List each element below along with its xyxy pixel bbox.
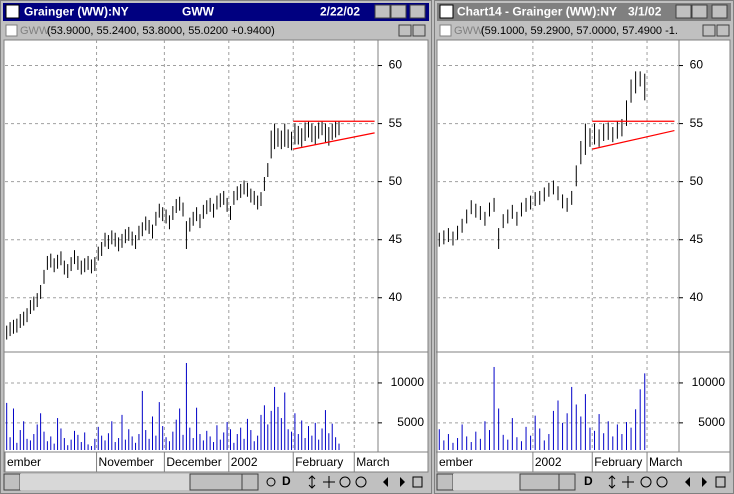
- window-icon[interactable]: [5, 4, 20, 19]
- scroll-left[interactable]: [436, 473, 454, 491]
- x-tick-label: March: [356, 455, 389, 469]
- maximize-button[interactable]: [390, 4, 407, 19]
- toolbar-icons: [266, 475, 423, 489]
- y-tick-label: 60: [389, 58, 403, 72]
- window-right: Chart14 - Grainger (WW):NY 3/1/02 GWW (5…: [434, 0, 734, 494]
- y-tick-label: 50: [690, 174, 704, 188]
- volume-tick-label: 10000: [391, 375, 425, 389]
- info-icon: [439, 24, 452, 37]
- chart-area: [3, 39, 429, 473]
- x-tick-label: 2002: [535, 455, 562, 469]
- y-tick-label: 55: [690, 116, 704, 130]
- x-tick-label: ember: [7, 455, 41, 469]
- window-date: 2/22/02: [320, 5, 360, 19]
- title-bar: [437, 3, 731, 21]
- x-tick-label: November: [99, 455, 154, 469]
- minimize-button[interactable]: [374, 4, 391, 19]
- prev-icon[interactable]: [383, 477, 388, 487]
- pan-icon[interactable]: [323, 476, 335, 488]
- y-tick-label: 40: [690, 290, 704, 304]
- info-symbol: GWW: [20, 25, 50, 37]
- scroll-thumb[interactable]: [519, 473, 560, 491]
- y-tick-label: 45: [690, 232, 704, 246]
- zoom-in-icon[interactable]: [656, 476, 668, 488]
- maximize-button[interactable]: [691, 4, 708, 19]
- y-tick-label: 55: [389, 116, 403, 130]
- scroll-thumb[interactable]: [189, 473, 243, 491]
- title-bar: [3, 3, 429, 21]
- info-values: (59.1000, 59.2900, 57.0000, 57.4900 -1.7…: [481, 25, 702, 37]
- layout-icon[interactable]: [412, 476, 423, 488]
- pane-close-button[interactable]: [716, 24, 730, 37]
- window-left: Grainger (WW):NY GWW 2/22/02 GWW (53.900…: [0, 0, 432, 494]
- zoom-vertical-icon[interactable]: [608, 475, 616, 489]
- window-symbol: GWW: [182, 5, 215, 19]
- close-button[interactable]: [711, 4, 728, 19]
- zoom-out-icon[interactable]: [339, 476, 351, 488]
- scroll-right[interactable]: [558, 473, 576, 491]
- trendline: [293, 132, 375, 150]
- pane-restore-button[interactable]: [702, 24, 716, 37]
- window-icon[interactable]: [439, 4, 454, 19]
- next-icon[interactable]: [702, 477, 707, 487]
- x-tick-label: March: [649, 455, 682, 469]
- pane-restore-button[interactable]: [398, 24, 412, 37]
- scroll-right[interactable]: [241, 473, 259, 491]
- trendline: [592, 129, 675, 150]
- y-tick-label: 40: [389, 290, 403, 304]
- volume-tick-label: 10000: [692, 375, 726, 389]
- minimize-button[interactable]: [675, 4, 692, 19]
- layout-icon[interactable]: [715, 476, 726, 488]
- window-date: 3/1/02: [628, 5, 662, 19]
- period-button[interactable]: D: [584, 474, 593, 488]
- window-title: Chart14 - Grainger (WW):NY: [457, 5, 617, 19]
- close-button[interactable]: [409, 4, 426, 19]
- y-tick-label: 60: [690, 58, 704, 72]
- scroll-left[interactable]: [3, 473, 21, 491]
- x-tick-label: December: [166, 455, 221, 469]
- info-values: (53.9000, 55.2400, 53.8000, 55.0200 +0.9…: [47, 25, 275, 37]
- toolbar-icons: [608, 475, 726, 489]
- x-tick-label: February: [594, 455, 642, 469]
- refresh-icon[interactable]: [266, 477, 276, 487]
- info-symbol: GWW: [454, 25, 484, 37]
- pane-close-button[interactable]: [412, 24, 426, 37]
- x-tick-label: 2002: [231, 455, 258, 469]
- zoom-in-icon[interactable]: [355, 476, 367, 488]
- x-tick-label: ember: [439, 455, 473, 469]
- chart-area: [436, 39, 731, 473]
- zoom-vertical-icon[interactable]: [308, 475, 316, 489]
- volume-tick-label: 5000: [698, 415, 725, 429]
- scroll-track[interactable]: [20, 474, 242, 490]
- prev-icon[interactable]: [685, 477, 690, 487]
- next-icon[interactable]: [400, 477, 405, 487]
- zoom-out-icon[interactable]: [640, 476, 652, 488]
- y-tick-label: 45: [389, 232, 403, 246]
- volume-tick-label: 5000: [397, 415, 424, 429]
- info-icon: [5, 24, 18, 37]
- window-title: Grainger (WW):NY: [24, 5, 129, 19]
- period-button[interactable]: D: [282, 474, 291, 488]
- y-tick-label: 50: [389, 174, 403, 188]
- pan-icon[interactable]: [622, 476, 634, 488]
- x-tick-label: February: [295, 455, 343, 469]
